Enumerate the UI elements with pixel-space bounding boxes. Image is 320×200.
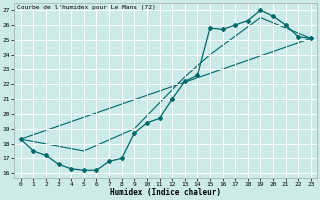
Text: Courbe de l'humidex pour Le Mans (72): Courbe de l'humidex pour Le Mans (72)	[18, 5, 156, 10]
X-axis label: Humidex (Indice chaleur): Humidex (Indice chaleur)	[110, 188, 221, 197]
